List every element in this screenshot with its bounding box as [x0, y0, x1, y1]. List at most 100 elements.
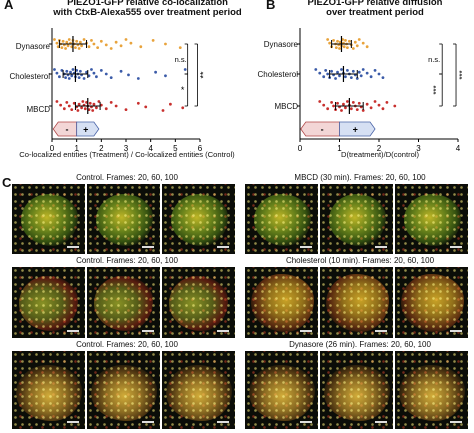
data-point-cholesterol [82, 77, 86, 80]
data-point-mbcd [109, 101, 113, 104]
data-point-cholesterol [65, 69, 69, 73]
micro-control-r1-f100 [162, 184, 235, 254]
data-point-cholesterol [64, 76, 67, 79]
data-point-cholesterol [183, 68, 187, 71]
data-point-cholesterol [70, 74, 74, 78]
data-point-dynasore [66, 44, 70, 48]
data-point-cholesterol [377, 72, 381, 76]
data-point-cholesterol [119, 69, 123, 73]
data-point-dynasore [114, 40, 118, 44]
x-tick-label-2: 2 [99, 144, 104, 153]
data-point-mbcd [340, 109, 343, 112]
data-point-mbcd [161, 109, 165, 112]
data-point-dynasore [129, 41, 133, 45]
sig-label-star1: * [181, 85, 185, 95]
data-point-mbcd [181, 106, 185, 110]
data-point-dynasore [332, 39, 335, 42]
panel-b-title-line2: over treatment period [326, 7, 424, 18]
data-point-mbcd [95, 106, 98, 110]
data-point-mbcd [336, 101, 339, 105]
data-point-dynasore [164, 42, 167, 46]
data-point-mbcd [88, 101, 92, 105]
panel-b-cat-cholesterol: Cholesterol [257, 70, 298, 79]
micro-control-r1-f20 [12, 184, 85, 254]
panel-b-cat-mbcd: MBCD [274, 102, 298, 111]
plus-arrow-shape [76, 121, 100, 137]
micro-cholesterol-f100 [395, 267, 468, 338]
x-tick-label-5: 5 [173, 144, 178, 153]
row3-left-title: Control. Frames: 20, 60, 100 [76, 340, 178, 349]
data-point-cholesterol [340, 68, 343, 71]
micro-control-r3-f60 [87, 351, 160, 429]
micro-cholesterol-f60 [320, 267, 393, 338]
data-point-cholesterol [154, 70, 157, 74]
data-point-mbcd [318, 100, 322, 103]
data-point-cholesterol [95, 75, 98, 79]
data-point-mbcd [81, 100, 85, 103]
data-point-mbcd [369, 106, 373, 110]
data-point-cholesterol [361, 68, 365, 71]
data-point-mbcd [342, 102, 345, 106]
data-point-mbcd [361, 109, 365, 112]
micro-cholesterol-f20 [245, 267, 318, 338]
x-tick-label-4: 4 [148, 144, 153, 153]
data-point-cholesterol [164, 74, 167, 78]
data-point-dynasore [75, 39, 79, 43]
data-point-mbcd [114, 104, 118, 108]
x-tick-label-2: 2 [377, 144, 382, 153]
panel-b-title-line1: PIEZO1-GFP relative diffusion [307, 0, 443, 8]
data-point-mbcd [169, 102, 172, 106]
data-point-dynasore [53, 38, 56, 41]
data-point-dynasore [87, 45, 91, 49]
panel-b-xlabel: D(treatment)/D(control) [340, 150, 420, 159]
data-point-mbcd [332, 104, 335, 108]
x-tick-label-1: 1 [337, 144, 342, 153]
data-point-dynasore [355, 44, 359, 48]
data-point-mbcd [97, 100, 101, 103]
x-tick-label-3: 3 [416, 144, 421, 153]
panel-a-title-line1: PIEZO1-GFP relative co-localization [67, 0, 228, 8]
data-point-cholesterol [314, 68, 318, 71]
data-point-mbcd [349, 107, 353, 111]
data-point-dynasore [336, 39, 339, 43]
data-point-cholesterol [99, 69, 103, 72]
data-point-mbcd [357, 101, 361, 105]
data-point-dynasore [326, 38, 330, 41]
micro-mbcd-f60 [320, 184, 393, 254]
x-tick-label-4: 4 [456, 144, 461, 153]
data-point-cholesterol [109, 76, 113, 79]
sig-label-star3b: *** [458, 70, 467, 79]
data-point-mbcd [373, 100, 377, 103]
micro-control-r3-f20 [12, 351, 85, 429]
data-point-mbcd [92, 102, 96, 106]
data-point-cholesterol [78, 69, 82, 73]
data-point-dynasore [77, 47, 81, 50]
row1-right-title: MBCD (30 min). Frames: 20, 60, 100 [294, 173, 426, 182]
data-point-mbcd [77, 102, 81, 106]
data-point-mbcd [91, 109, 95, 112]
data-point-dynasore [82, 38, 86, 41]
data-point-dynasore [109, 47, 113, 50]
data-point-dynasore [61, 39, 65, 43]
data-point-cholesterol [373, 69, 377, 72]
micro-dynasore-f60 [320, 351, 393, 429]
data-point-cholesterol [69, 70, 72, 74]
data-point-dynasore [80, 44, 83, 48]
data-point-cholesterol [326, 72, 330, 76]
panel-letter-a: A [4, 0, 14, 12]
data-point-mbcd [65, 101, 69, 104]
micro-dynasore-f20 [245, 351, 318, 429]
x-tick-label-3: 3 [124, 144, 129, 153]
data-point-dynasore [119, 44, 123, 48]
sig-label-ns: n.s. [175, 55, 187, 64]
data-point-dynasore [60, 46, 64, 49]
data-point-dynasore [346, 46, 349, 49]
micro-mbcd-f20 [245, 184, 318, 254]
data-point-mbcd [144, 105, 148, 109]
data-point-cholesterol [104, 72, 108, 76]
panel-b-scatter-chart: 0 1 2 3 4- +n.s.****** [297, 28, 467, 153]
x-tick-label-1: 1 [74, 144, 79, 153]
data-point-dynasore [78, 40, 82, 44]
panel-a-cat-mbcd: MBCD [26, 105, 50, 114]
data-point-mbcd [381, 107, 385, 111]
